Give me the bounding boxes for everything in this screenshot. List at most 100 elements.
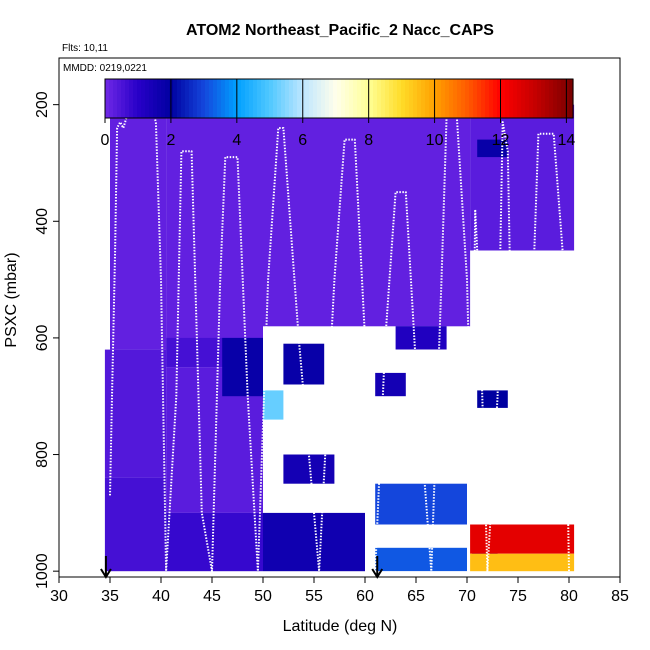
colorbar-swatch	[197, 79, 202, 118]
colorbar-swatch	[361, 79, 366, 118]
heatmap-cells	[104, 87, 575, 572]
colorbar-swatch	[201, 79, 206, 118]
colorbar-swatch	[461, 79, 466, 118]
colorbar-swatch	[105, 79, 110, 118]
chart-title: ATOM2 Northeast_Pacific_2 Nacc_CAPS	[186, 22, 494, 39]
x-axis: 30 35 40 45 50 55 60 65 70 75 80 85	[50, 577, 629, 605]
colorbar-swatch	[481, 79, 486, 118]
colorbar-swatch	[353, 79, 358, 118]
colorbar-swatch	[285, 79, 290, 118]
x-tick-label: 35	[101, 588, 119, 605]
colorbar-swatch	[405, 79, 410, 118]
x-axis-label: Latitude (deg N)	[283, 618, 398, 635]
colorbar-swatch	[157, 79, 162, 118]
colorbar-swatch	[473, 79, 478, 118]
colorbar-swatch	[465, 79, 470, 118]
heatmap-cell	[477, 390, 508, 408]
colorbar-swatch	[237, 79, 242, 118]
colorbar-swatch	[261, 79, 266, 118]
colorbar-swatch	[221, 79, 226, 118]
colorbar-swatch	[217, 79, 222, 118]
colorbar-swatch	[537, 79, 542, 118]
colorbar-tick-label: 6	[298, 132, 307, 149]
plot-frame	[58, 57, 621, 578]
heatmap-cell	[470, 553, 575, 572]
colorbar-swatch	[553, 79, 558, 118]
colorbar-swatch	[225, 79, 230, 118]
colorbar: 0 2 4 6 8 10 12 14	[101, 78, 576, 149]
colorbar-swatch	[137, 79, 142, 118]
colorbar-swatch	[529, 79, 534, 118]
heatmap-cell	[222, 337, 263, 397]
colorbar-swatch	[229, 79, 234, 118]
colorbar-swatch	[193, 79, 198, 118]
x-tick-label: 75	[509, 588, 527, 605]
colorbar-swatch	[177, 79, 182, 118]
heatmap-cell	[375, 483, 467, 525]
colorbar-swatch	[389, 79, 394, 118]
colorbar-tick-label: 8	[364, 132, 373, 149]
y-tick-label: 800	[34, 441, 51, 468]
colorbar-swatch	[521, 79, 526, 118]
x-tick-label: 30	[50, 588, 68, 605]
colorbar-swatch	[381, 79, 386, 118]
heatmap-cell	[104, 477, 167, 572]
flight-track	[109, 103, 570, 573]
x-tick-label: 65	[407, 588, 425, 605]
colorbar-swatch	[173, 79, 178, 118]
colorbar-swatch	[145, 79, 150, 118]
colorbar-swatch	[205, 79, 210, 118]
colorbar-swatch	[457, 79, 462, 118]
colorbar-swatch	[249, 79, 254, 118]
colorbar-swatch	[165, 79, 170, 118]
heatmap-cell	[263, 104, 365, 327]
y-axis: 200 400 600 800 1000	[34, 91, 59, 589]
heatmap-cell	[365, 104, 471, 327]
colorbar-swatch	[281, 79, 286, 118]
heatmap-cell	[470, 104, 575, 251]
x-tick-label: 60	[356, 588, 374, 605]
colorbar-swatch	[337, 79, 342, 118]
colorbar-swatch	[305, 79, 310, 118]
colorbar-swatch	[185, 79, 190, 118]
colorbar-swatch	[509, 79, 514, 118]
colorbar-swatch	[453, 79, 458, 118]
heatmap-cell	[395, 326, 447, 350]
colorbar-tick-label: 10	[426, 132, 444, 149]
colorbar-swatch	[149, 79, 154, 118]
colorbar-swatch	[497, 79, 502, 118]
colorbar-swatch	[141, 79, 146, 118]
y-tick-label: 600	[34, 324, 51, 351]
colorbar-tick-label: 0	[101, 132, 110, 149]
colorbar-swatch	[369, 79, 374, 118]
colorbar-swatch	[297, 79, 302, 118]
colorbar-swatch	[541, 79, 546, 118]
colorbar-swatch	[493, 79, 498, 118]
heatmap-cell	[166, 104, 263, 338]
colorbar-swatch	[321, 79, 326, 118]
colorbar-swatch	[437, 79, 442, 118]
colorbar-swatch	[373, 79, 378, 118]
colorbar-swatch	[233, 79, 238, 118]
colorbar-swatch	[289, 79, 294, 118]
heatmap-cell	[263, 390, 284, 420]
colorbar-swatch	[449, 79, 454, 118]
colorbar-swatch	[129, 79, 134, 118]
colorbar-swatch	[505, 79, 510, 118]
colorbar-swatch	[413, 79, 418, 118]
x-tick-label: 45	[203, 588, 221, 605]
colorbar-swatch	[257, 79, 262, 118]
dates-annotation: MMDD: 0219,0221	[63, 63, 147, 74]
y-tick-label: 400	[34, 208, 51, 235]
colorbar-swatch	[401, 79, 406, 118]
colorbar-swatch	[277, 79, 282, 118]
track-line	[109, 103, 570, 573]
colorbar-swatch	[385, 79, 390, 118]
colorbar-swatch	[549, 79, 554, 118]
heatmap-cell	[477, 139, 508, 158]
colorbar-swatch	[377, 79, 382, 118]
flights-annotation: Flts: 10,11	[62, 43, 108, 54]
colorbar-tick-label: 14	[558, 132, 576, 149]
colorbar-swatch	[393, 79, 398, 118]
colorbar-swatch	[429, 79, 434, 118]
